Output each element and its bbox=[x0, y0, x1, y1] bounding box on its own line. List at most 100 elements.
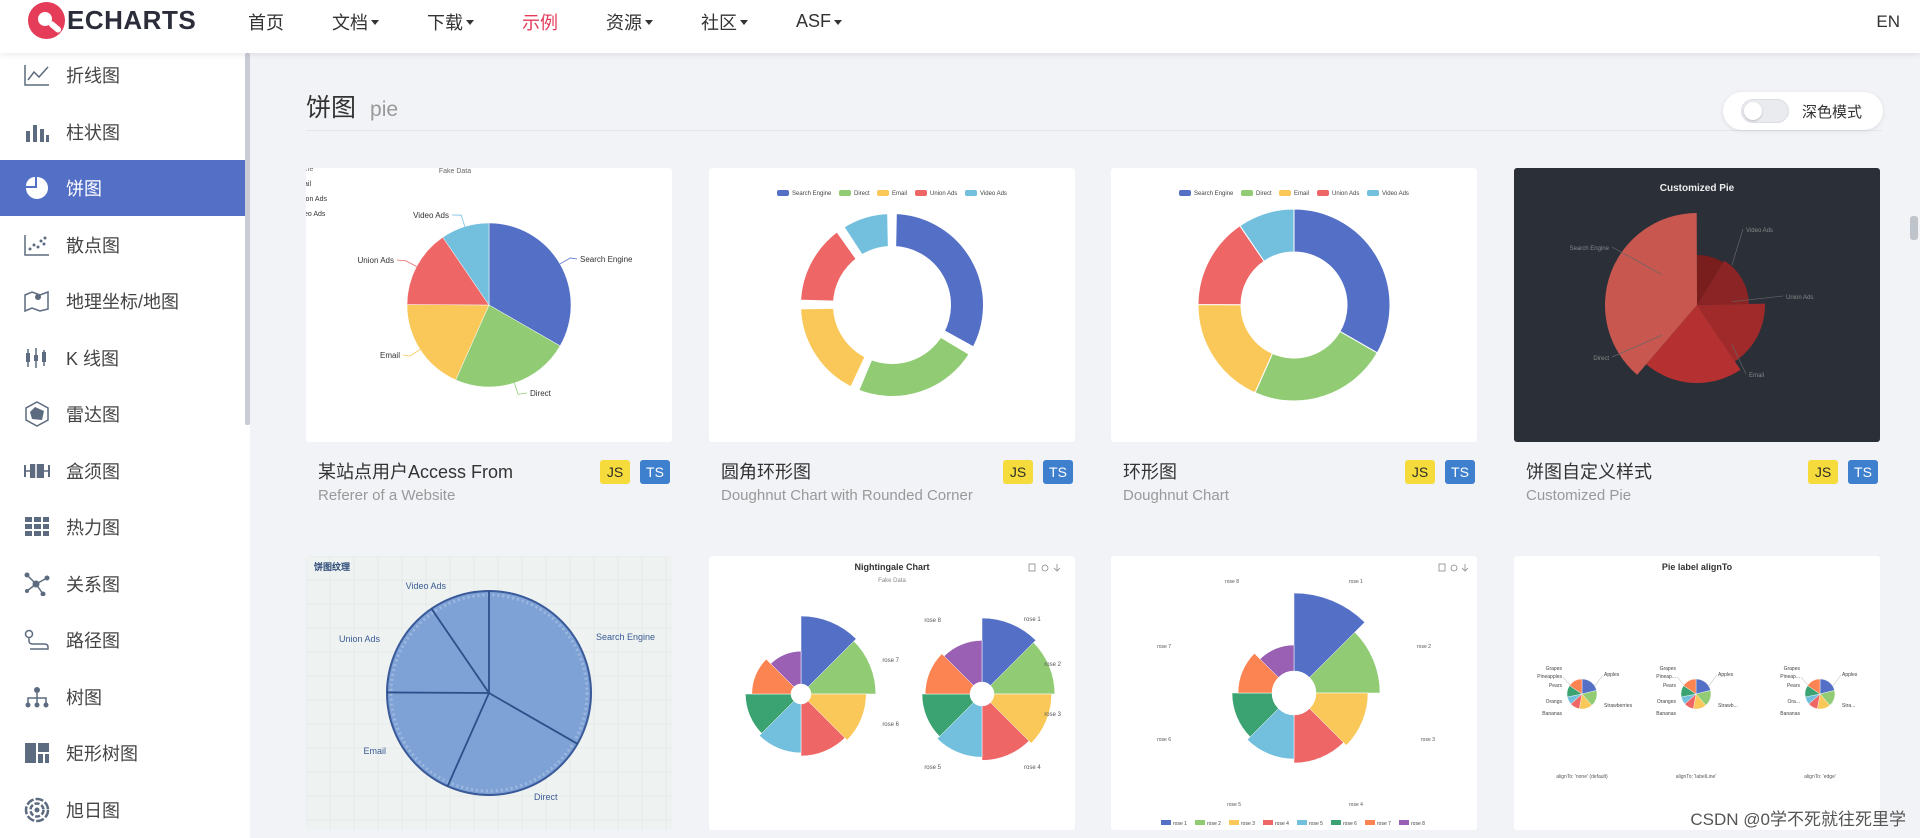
legend-entry: ine bbox=[306, 168, 313, 173]
example-card-rose[interactable]: rose 1 rose 2 rose 3 rose 4 rose 5 rose 6 rose… bbox=[1111, 556, 1477, 830]
label-line bbox=[514, 382, 528, 395]
rose-slice bbox=[943, 640, 983, 686]
slice-label: Search Engine bbox=[580, 255, 633, 264]
example-card-nightingale[interactable]: Nightingale Chart Fake Data rose 1 rose 2 ro… bbox=[709, 556, 1075, 830]
sidebar-item-label: 饼图 bbox=[66, 179, 102, 199]
sidebar-item-4[interactable]: 地理坐标/地图 bbox=[0, 273, 245, 329]
sidebar-scrollbar[interactable] bbox=[245, 53, 250, 425]
sidebar-item-1[interactable]: 柱状图 bbox=[0, 104, 245, 160]
card-thumbnail[interactable]: Customized Pie Video Ads Union Ads Email Dir… bbox=[1514, 168, 1880, 442]
echarts-logo[interactable]: ECHARTS bbox=[28, 0, 196, 41]
label-line bbox=[1611, 246, 1663, 276]
legend-entry: rose 2 bbox=[1207, 821, 1221, 827]
card-title[interactable]: 圆角环形图 bbox=[721, 462, 811, 482]
example-card-customized-pie[interactable]: Customized Pie Video Ads Union Ads Email Dir… bbox=[1514, 168, 1880, 512]
card-thumbnail[interactable]: Search Engine Direct Email Union Ads Video A… bbox=[1111, 168, 1477, 442]
slice-label: Orangs bbox=[1546, 699, 1563, 705]
sidebar-item-label: 折线图 bbox=[66, 66, 120, 86]
card-thumbnail[interactable]: Fake Data ine ail ion Ads eo Ads Search Engin… bbox=[306, 168, 672, 442]
card-title[interactable]: 某站点用户Access From bbox=[318, 462, 514, 482]
sidebar-item-label: 关系图 bbox=[66, 574, 120, 595]
doughnut-slice bbox=[852, 330, 976, 402]
card-thumbnail[interactable]: Pie label alignTo Grapes Pineapples Pears Or… bbox=[1514, 556, 1880, 830]
legend-entry: rose 3 bbox=[1241, 821, 1255, 827]
sidebar-item-6[interactable]: 雷达图 bbox=[0, 386, 245, 442]
nav-item-2[interactable]: 下载 bbox=[427, 9, 474, 35]
rose-label: rose 5 bbox=[924, 765, 941, 771]
card-thumbnail[interactable]: Nightingale Chart Fake Data rose 1 rose 2 ro… bbox=[709, 556, 1075, 830]
slice-label: Pineap... bbox=[1780, 674, 1800, 680]
example-card-doughnut[interactable]: Search Engine Direct Email Union Ads Video A… bbox=[1111, 168, 1477, 512]
js-badge[interactable]: JS bbox=[1003, 460, 1033, 484]
sidebar-item-13[interactable]: 旭日图 bbox=[0, 782, 245, 838]
nav-item-label: 首页 bbox=[248, 12, 284, 33]
slice-divider bbox=[430, 608, 490, 694]
sidebar-item-5[interactable]: K 线图 bbox=[0, 330, 245, 386]
slice-label: Email bbox=[1749, 373, 1764, 379]
example-card-rounded-doughnut[interactable]: Search Engine Direct Email Union Ads Video A… bbox=[709, 168, 1075, 512]
rose-slice bbox=[981, 702, 1030, 761]
pie-slice bbox=[1569, 678, 1583, 695]
page-scrollbar[interactable] bbox=[1910, 216, 1918, 240]
sidebar-item-3[interactable]: 散点图 bbox=[0, 217, 245, 273]
legend-swatch bbox=[1161, 820, 1171, 825]
rose-slice bbox=[936, 702, 983, 758]
pie-texture-preview: 饼图纹理 Search Engine Direct Email Union Ads Vid… bbox=[306, 556, 672, 830]
sidebar-item-10[interactable]: 路径图 bbox=[0, 612, 245, 668]
ts-badge[interactable]: TS bbox=[1445, 460, 1475, 484]
sidebar-item-12[interactable]: 矩形树图 bbox=[0, 725, 245, 781]
slice-label: Video Ads bbox=[406, 581, 447, 591]
rose-slice bbox=[1246, 708, 1295, 760]
js-badge[interactable]: JS bbox=[1405, 460, 1435, 484]
card-title[interactable]: 饼图自定义样式 bbox=[1526, 462, 1652, 482]
map-icon bbox=[24, 288, 50, 314]
pie-slice bbox=[1646, 305, 1741, 383]
rose-slice bbox=[1231, 692, 1279, 738]
sidebar-item-9[interactable]: 关系图 bbox=[0, 556, 245, 612]
language-switch[interactable]: EN bbox=[1876, 12, 1900, 31]
nav-item-label: 下载 bbox=[427, 12, 463, 33]
nav-item-3[interactable]: 示例 bbox=[522, 9, 558, 35]
pie-chart-icon bbox=[24, 175, 50, 201]
pie-slice bbox=[1697, 260, 1749, 305]
sidebar-item-7[interactable]: 盒须图 bbox=[0, 443, 245, 499]
sidebar-item-0[interactable]: 折线图 bbox=[0, 47, 245, 103]
sidebar-item-11[interactable]: 树图 bbox=[0, 669, 245, 725]
legend-swatch bbox=[1331, 820, 1341, 825]
example-card-access-from[interactable]: Fake Data ine ail ion Ads eo Ads Search Engin… bbox=[306, 168, 672, 512]
dark-mode-switch[interactable] bbox=[1741, 99, 1789, 123]
legend-swatch bbox=[1179, 190, 1191, 196]
sidebar-item-2[interactable]: 饼图 bbox=[0, 160, 245, 216]
js-badge[interactable]: JS bbox=[600, 460, 630, 484]
nav-item-0[interactable]: 首页 bbox=[248, 9, 284, 35]
ts-badge[interactable]: TS bbox=[1043, 460, 1073, 484]
nav-item-4[interactable]: 资源 bbox=[606, 9, 653, 35]
rose-slice bbox=[807, 640, 877, 695]
ts-badge[interactable]: TS bbox=[640, 460, 670, 484]
js-badge[interactable]: JS bbox=[1808, 460, 1838, 484]
doughnut-slice bbox=[1254, 330, 1378, 402]
legend-entry: Direct bbox=[854, 191, 870, 197]
example-card-label-align[interactable]: Pie label alignTo Grapes Pineapples Pears Or… bbox=[1514, 556, 1880, 830]
csdn-watermark: CSDN @0学不死就往死里学 bbox=[1690, 810, 1906, 829]
card-thumbnail[interactable]: rose 1 rose 2 rose 3 rose 4 rose 5 rose 6 rose… bbox=[1111, 556, 1477, 830]
legend-entry: eo Ads bbox=[306, 211, 326, 218]
nav-item-1[interactable]: 文档 bbox=[332, 9, 379, 35]
rose-slice bbox=[924, 653, 974, 695]
slice-label: Stra... bbox=[1842, 703, 1855, 709]
dark-mode-toggle[interactable]: 深色模式 bbox=[1723, 92, 1883, 130]
ts-badge[interactable]: TS bbox=[1848, 460, 1878, 484]
rose-label: rose 7 bbox=[882, 658, 899, 664]
card-thumbnail[interactable]: Search Engine Direct Email Union Ads Video A… bbox=[709, 168, 1075, 442]
slice-label: Direct bbox=[530, 389, 552, 398]
nav-item-6[interactable]: ASF bbox=[796, 11, 843, 32]
sidebar-item-8[interactable]: 热力图 bbox=[0, 499, 245, 555]
nav-item-5[interactable]: 社区 bbox=[701, 9, 748, 35]
card-title[interactable]: 环形图 bbox=[1123, 462, 1177, 482]
example-card-pie-texture[interactable]: 饼图纹理 Search Engine Direct Email Union Ads Vid… bbox=[306, 556, 672, 830]
slice-label: Video Ads bbox=[413, 211, 449, 220]
rose-label: rose 8 bbox=[924, 618, 941, 624]
legend-swatch bbox=[965, 190, 977, 196]
card-thumbnail[interactable]: 饼图纹理 Search Engine Direct Email Union Ads Vid… bbox=[306, 556, 672, 830]
slice-label: Pears bbox=[1663, 683, 1677, 689]
